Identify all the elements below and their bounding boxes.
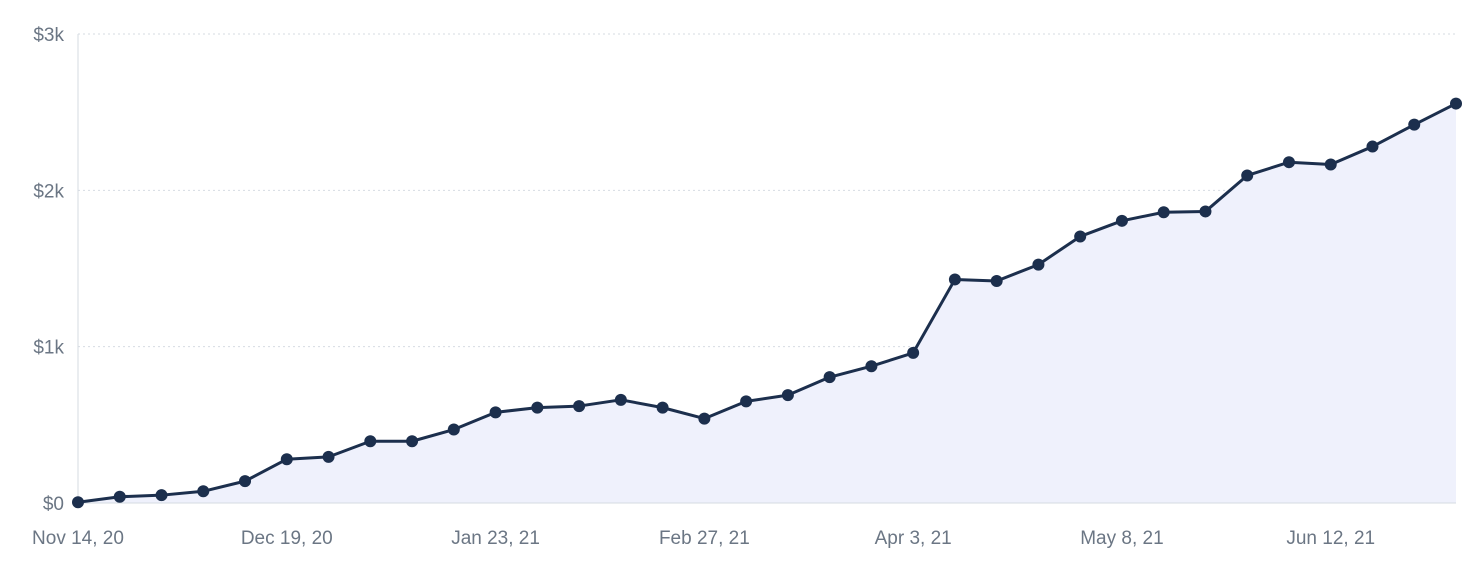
data-point[interactable] <box>1157 206 1170 219</box>
data-point[interactable] <box>364 435 377 448</box>
data-point[interactable] <box>1115 214 1128 227</box>
x-tick-label: Dec 19, 20 <box>241 528 333 549</box>
y-tick-label: $2k <box>33 181 64 202</box>
data-point[interactable] <box>865 360 878 373</box>
data-point[interactable] <box>1366 140 1379 153</box>
data-point[interactable] <box>113 490 126 503</box>
y-tick-label: $1k <box>33 338 64 359</box>
data-point[interactable] <box>1032 258 1045 271</box>
series-line-layer <box>76 102 1458 504</box>
data-point[interactable] <box>656 401 669 414</box>
data-point[interactable] <box>322 450 335 463</box>
y-tick-label: $0 <box>43 494 64 515</box>
area-fill <box>78 103 1456 504</box>
data-point[interactable] <box>531 401 544 414</box>
data-point[interactable] <box>155 489 168 502</box>
data-point[interactable] <box>698 412 711 425</box>
data-point[interactable] <box>1282 156 1295 169</box>
data-point[interactable] <box>1450 97 1462 110</box>
data-point[interactable] <box>740 395 753 408</box>
x-tick-label: Jun 12, 21 <box>1286 528 1375 549</box>
x-tick-label: May 8, 21 <box>1080 528 1163 549</box>
y-tick-label: $3k <box>33 25 64 46</box>
data-points <box>72 97 1462 509</box>
x-tick-label: Jan 23, 21 <box>451 528 540 549</box>
data-point[interactable] <box>1324 158 1337 171</box>
data-point[interactable] <box>823 371 836 384</box>
data-point[interactable] <box>907 346 920 359</box>
y-axis-tick-labels: $0 $1k $2k $3k <box>33 25 64 515</box>
data-point[interactable] <box>990 275 1003 288</box>
data-point[interactable] <box>239 475 252 488</box>
x-tick-label: Feb 27, 21 <box>659 528 750 549</box>
data-point[interactable] <box>1241 169 1254 182</box>
x-axis-tick-labels: Nov 14, 20 Dec 19, 20 Jan 23, 21 Feb 27, 21… <box>32 528 1375 549</box>
data-point[interactable] <box>1408 118 1421 131</box>
data-point[interactable] <box>197 485 210 498</box>
axes <box>77 34 1456 504</box>
data-point[interactable] <box>447 423 460 436</box>
area-layer <box>78 103 1456 504</box>
data-point[interactable] <box>948 273 961 286</box>
data-point[interactable] <box>781 389 794 402</box>
data-point[interactable] <box>614 393 627 406</box>
data-point[interactable] <box>72 496 84 509</box>
x-tick-label: Nov 14, 20 <box>32 528 124 549</box>
series-line <box>76 102 1458 504</box>
x-tick-label: Apr 3, 21 <box>875 528 952 549</box>
data-point[interactable] <box>1074 230 1087 243</box>
data-point[interactable] <box>280 453 293 466</box>
data-point[interactable] <box>489 406 502 419</box>
data-point[interactable] <box>573 400 586 413</box>
data-point[interactable] <box>1199 205 1212 218</box>
data-point[interactable] <box>406 435 419 448</box>
